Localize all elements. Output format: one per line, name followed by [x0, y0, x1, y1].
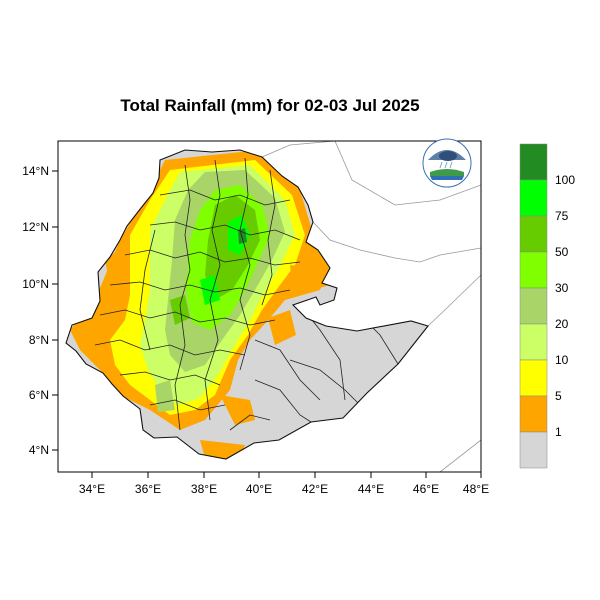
colorbar-label: 1 [555, 425, 562, 439]
colorbar-label: 100 [555, 173, 575, 187]
y-tick-label: 10°N [22, 277, 49, 291]
neighbor-border [261, 141, 336, 158]
x-tick-label: 44°E [358, 482, 384, 496]
colorbar-label: 10 [555, 353, 569, 367]
colorbar-label: 30 [555, 281, 569, 295]
colorbar-swatch-10-20 [519, 323, 548, 361]
x-tick-label: 36°E [135, 482, 161, 496]
x-tick-label: 48°E [463, 482, 489, 496]
neighbor-border [312, 221, 481, 263]
map-frame [57, 140, 482, 473]
y-tick-label: 14°N [22, 164, 49, 178]
colorbar-label: 20 [555, 317, 569, 331]
map-area [58, 141, 481, 472]
x-axis [91, 472, 482, 478]
colorbar-swatch-lt1 [519, 431, 548, 469]
neighbor-border [439, 439, 481, 472]
institute-logo [422, 138, 472, 188]
colorbar-swatch-50-75 [519, 215, 548, 253]
x-tick-label: 46°E [413, 482, 439, 496]
x-tick-label: 40°E [246, 482, 272, 496]
colorbar-swatch-gt100 [519, 143, 548, 181]
admin-boundaries [94, 157, 399, 431]
colorbar-label: 50 [555, 245, 569, 259]
map-title: Total Rainfall (mm) for 02-03 Jul 2025 [120, 96, 420, 115]
x-tick-label: 34°E [79, 482, 105, 496]
y-tick-label: 6°N [29, 388, 49, 402]
x-tick-label: 42°E [302, 482, 328, 496]
colorbar-swatch-5-10 [519, 359, 548, 397]
y-tick-label: 12°N [22, 220, 49, 234]
colorbar: 100 75 50 30 20 10 5 1 [519, 143, 575, 469]
y-axis [52, 170, 58, 451]
colorbar-swatch-75-100 [519, 179, 548, 217]
x-tick-label: 38°E [191, 482, 217, 496]
colorbar-swatch-30-50 [519, 251, 548, 289]
y-tick-label: 8°N [29, 333, 49, 347]
colorbar-swatch-20-30 [519, 287, 548, 325]
colorbar-label: 5 [555, 389, 562, 403]
colorbar-swatch-1-5 [519, 395, 548, 433]
neighbor-border [334, 141, 481, 206]
neighbor-border [427, 274, 481, 327]
colorbar-label: 75 [555, 209, 569, 223]
y-tick-label: 4°N [29, 443, 49, 457]
